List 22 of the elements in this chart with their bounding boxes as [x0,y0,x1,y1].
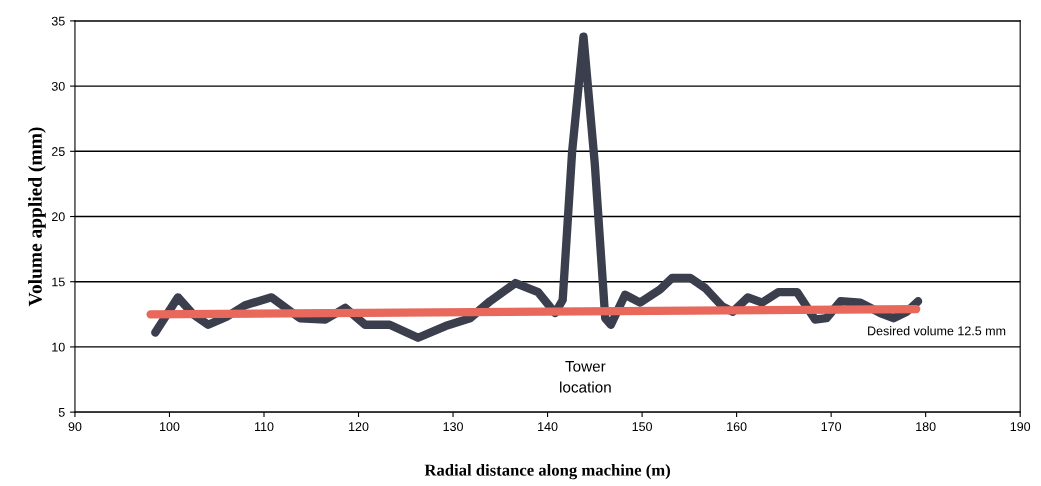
x-axis-title: Radial distance along machine (m) [424,464,670,480]
x-tick-label: 110 [254,422,274,432]
y-tick-label: 30 [51,81,65,91]
y-tick-label: 20 [51,212,65,222]
y-axis-title: Volume applied (mm) [28,127,46,307]
y-tick-label: 5 [58,408,65,417]
x-tick-label: 90 [68,422,82,432]
x-tick-label: 150 [632,422,653,432]
x-tick-label: 100 [160,422,180,432]
y-tick-label: 35 [51,16,65,26]
x-tick-label: 170 [821,422,842,432]
x-tick-label: 140 [538,422,558,432]
x-tick-label: 180 [916,422,936,432]
x-tick-label: 130 [443,422,463,432]
annotation: Desired volume 12.5 mm [868,326,1006,336]
x-tick-label: 190 [1010,422,1031,432]
y-tick-label: 10 [52,342,65,352]
annotation: Tower location [560,361,611,393]
y-tick-label: 15 [52,277,65,287]
x-tick-label: 160 [727,422,747,432]
y-tick-label: 25 [51,147,65,156]
x-tick-label: 120 [349,422,369,432]
